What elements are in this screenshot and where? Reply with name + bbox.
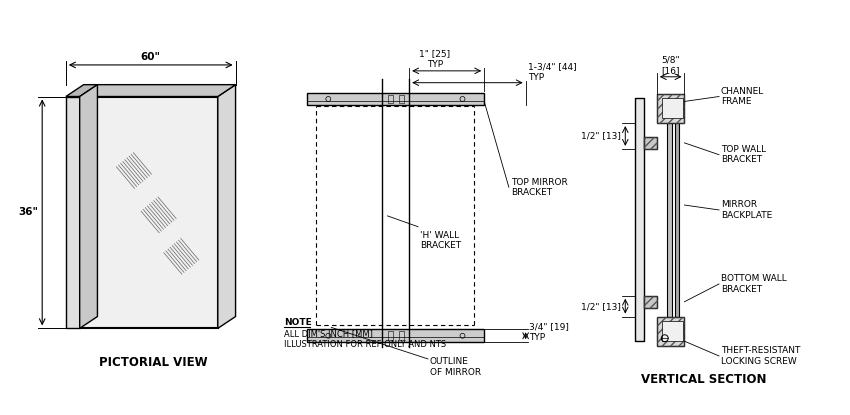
Bar — [400, 331, 405, 340]
Polygon shape — [65, 85, 98, 97]
Text: 60": 60" — [141, 52, 161, 62]
Bar — [307, 330, 484, 342]
Bar — [65, 97, 80, 328]
Polygon shape — [218, 85, 235, 328]
Text: TOP WALL
BRACKET: TOP WALL BRACKET — [721, 145, 766, 164]
Text: VERTICAL SECTION: VERTICAL SECTION — [642, 373, 767, 386]
Text: 36": 36" — [18, 208, 38, 217]
Bar — [644, 296, 657, 308]
Bar — [644, 137, 657, 149]
Text: 1" [25]
TYP: 1" [25] TYP — [419, 49, 451, 69]
Text: PICTORIAL VIEW: PICTORIAL VIEW — [99, 356, 208, 369]
Text: BOTTOM WALL
BRACKET: BOTTOM WALL BRACKET — [721, 274, 787, 294]
Text: OUTLINE
OF MIRROR: OUTLINE OF MIRROR — [430, 357, 481, 376]
Text: 3/4" [19]
TYP: 3/4" [19] TYP — [529, 322, 569, 342]
Text: THEFT-RESISTANT
LOCKING SCREW: THEFT-RESISTANT LOCKING SCREW — [721, 346, 801, 366]
Text: ALL DIM'S INCH [MM]: ALL DIM'S INCH [MM] — [284, 329, 373, 338]
Bar — [662, 322, 683, 341]
Text: ILLUSTRATION FOR REF ONLY AND NTS: ILLUSTRATION FOR REF ONLY AND NTS — [284, 340, 446, 349]
Bar — [388, 331, 394, 340]
Bar — [662, 98, 683, 118]
Bar — [657, 93, 684, 123]
Bar — [657, 93, 684, 123]
Bar — [657, 317, 684, 346]
Text: MIRROR
BACKPLATE: MIRROR BACKPLATE — [721, 200, 773, 220]
Bar — [400, 95, 405, 103]
Bar — [635, 98, 644, 341]
Bar — [80, 97, 218, 328]
Bar — [675, 106, 678, 333]
Bar — [307, 93, 484, 105]
Text: 1-3/4" [44]
TYP: 1-3/4" [44] TYP — [528, 62, 576, 82]
Text: CHANNEL
FRAME: CHANNEL FRAME — [721, 87, 764, 106]
Polygon shape — [80, 85, 235, 97]
Text: 1/2" [13]: 1/2" [13] — [581, 132, 621, 140]
Text: TOP MIRROR
BRACKET: TOP MIRROR BRACKET — [511, 178, 568, 197]
Text: 5/8"
[16]: 5/8" [16] — [661, 55, 680, 75]
Text: 'H' WALL
BRACKET: 'H' WALL BRACKET — [420, 231, 462, 250]
Bar — [644, 137, 657, 149]
Text: 1/2" [13]: 1/2" [13] — [581, 302, 621, 311]
Bar — [657, 317, 684, 346]
Text: NOTE: NOTE — [284, 318, 312, 327]
Bar — [666, 106, 672, 333]
Bar — [644, 296, 657, 308]
Bar — [388, 95, 394, 103]
Polygon shape — [80, 85, 98, 328]
